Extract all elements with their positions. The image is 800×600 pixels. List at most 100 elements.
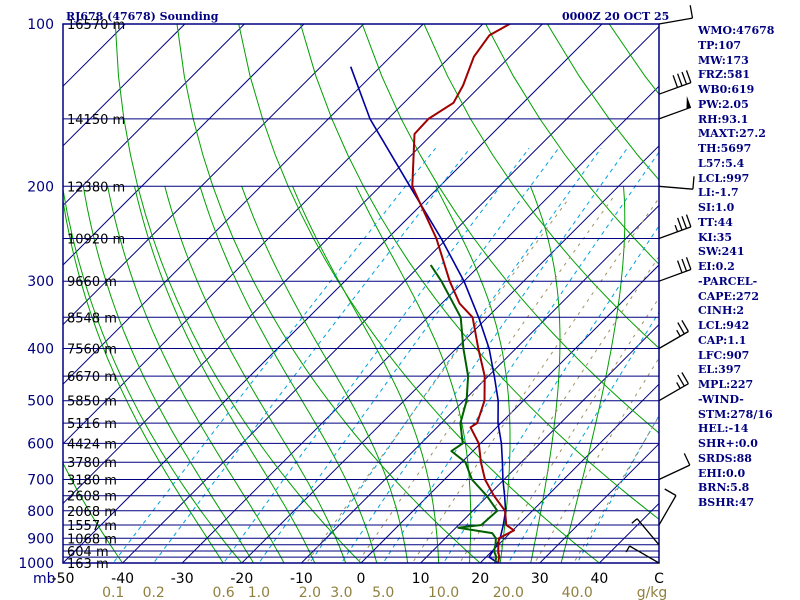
height-label: 4424 m [67, 437, 117, 452]
pressure-tick-label: 600 [27, 436, 54, 452]
index-item: WB0:619 [698, 83, 755, 96]
pressure-tick-label: 200 [27, 179, 54, 195]
height-label: 8548 m [67, 311, 117, 326]
pressure-unit-label: mb [33, 571, 56, 587]
wind-barb [631, 518, 660, 546]
mixing-ratio-line [112, 147, 436, 563]
isotherm-line [360, 264, 659, 563]
index-item: EHI:0.0 [698, 466, 746, 480]
height-label: 7560 m [67, 343, 117, 358]
height-label: 604 m [67, 545, 109, 560]
mixing-ratio-line [152, 147, 471, 563]
height-label: 1557 m [67, 519, 117, 534]
wind-barb [658, 176, 695, 190]
pressure-tick-label: 300 [27, 274, 54, 290]
mixing-ratio-label: g/kg [637, 585, 668, 600]
index-item: TP:107 [698, 38, 742, 52]
index-item: L57:5.4 [698, 156, 745, 170]
temperature-trace [411, 24, 515, 563]
moist-adiabat-line [107, 186, 285, 563]
wind-barb [658, 319, 689, 350]
isotherm-line [63, 24, 245, 207]
index-item: BRN:5.8 [698, 481, 750, 495]
grid-layer [63, 24, 659, 563]
temperature-tick-label: 20 [471, 571, 489, 587]
index-item: TT:44 [698, 215, 733, 229]
index-item: KI:35 [698, 230, 733, 244]
moist-adiabat-line [63, 197, 224, 563]
station-title: RJ678 (47678) Sounding [66, 10, 219, 23]
isotherm-line [63, 24, 305, 266]
isotherm-line [63, 24, 364, 326]
isotherm-line [63, 24, 484, 445]
dry-adiabat-line [485, 24, 659, 265]
moist-adiabat-line [355, 186, 472, 563]
height-label: 10920 m [67, 233, 125, 248]
temperature-tick-label: -20 [230, 571, 253, 587]
mixing-ratio-label: 0.2 [143, 585, 165, 600]
wind-barb [658, 488, 677, 526]
pressure-tick-label: 900 [27, 531, 54, 547]
mixing-ratio-line [309, 147, 602, 563]
temperature-tick-label: 40 [590, 571, 608, 587]
height-label: 12380 m [67, 180, 125, 195]
pressure-tick-label: 1000 [18, 556, 54, 572]
moist-adiabat-line [241, 186, 409, 563]
height-label: 5116 m [67, 417, 117, 432]
moist-adiabat-line [199, 186, 378, 563]
pressure-tick-label: 800 [27, 504, 54, 520]
temperature-tick-label: -10 [290, 571, 313, 587]
height-label: 6670 m [67, 370, 117, 385]
index-item: RH:93.1 [698, 112, 749, 126]
moist-adiabat-line [530, 186, 561, 563]
mixing-ratio-line [442, 225, 659, 563]
index-item: WMO:47678 [698, 24, 775, 37]
wind-barb [658, 214, 692, 240]
parcel-trace [349, 66, 507, 563]
pressure-tick-label: 500 [27, 394, 54, 410]
index-item: STM:278/16 [698, 407, 773, 421]
mixing-ratio-label: 20.0 [493, 585, 524, 600]
mixing-ratio-line [258, 147, 560, 563]
mixing-ratio-line [223, 147, 530, 563]
mixing-ratio-line [382, 151, 659, 563]
height-label: 163 m [67, 557, 109, 572]
index-item: LCL:942 [698, 319, 750, 332]
mixing-ratio-label: 5.0 [372, 585, 394, 600]
index-item: MAXT:27.2 [698, 127, 766, 141]
height-label: 3780 m [67, 456, 117, 471]
index-item: SRDS:88 [698, 451, 752, 465]
isotherm-line [241, 145, 659, 563]
index-item: CAP:1.1 [698, 333, 747, 347]
isotherm-line [63, 24, 424, 385]
index-item: SI:1.0 [698, 201, 735, 214]
index-item: CAPE:272 [698, 289, 759, 303]
mixing-ratio-dashed-line [573, 415, 659, 563]
height-label: 2068 m [67, 505, 117, 520]
isotherm-line [301, 204, 659, 563]
mixing-ratio-line [340, 147, 628, 563]
index-item: CINH:2 [698, 304, 745, 318]
height-label: 2608 m [67, 490, 117, 505]
mixing-ratio-label: 40.0 [562, 585, 593, 600]
dry-adiabat-line [300, 24, 659, 520]
moist-adiabat-line [134, 186, 316, 563]
index-item: -PARCEL- [698, 274, 758, 288]
index-item: TH:5697 [698, 142, 752, 155]
profiles-layer [349, 24, 515, 563]
index-item: MPL:227 [698, 378, 754, 391]
stability-indices-panel: WMO:47678 TP:107 MW:173 FRZ:581 WB0:619 PW:2.… [698, 24, 798, 511]
dewpoint-trace [429, 264, 499, 563]
index-item: PW:2.05 [698, 97, 749, 111]
dry-adiabat-line [238, 24, 601, 563]
valid-time: 0000Z 20 OCT 25 [562, 10, 669, 23]
isotherm-line [420, 323, 659, 563]
pressure-tick-label: 700 [27, 473, 54, 489]
index-item: SW:241 [698, 245, 745, 259]
wind-barbs-layer [625, 5, 695, 564]
index-item: -WIND- [698, 392, 744, 406]
mixing-ratio-label: 2.0 [299, 585, 321, 600]
dry-adiabat-line [423, 24, 659, 349]
